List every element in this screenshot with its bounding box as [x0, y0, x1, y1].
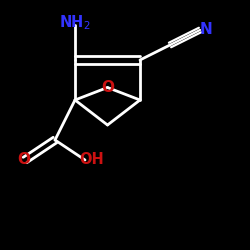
Text: O: O: [101, 80, 114, 95]
Text: N: N: [200, 22, 213, 38]
Text: O: O: [17, 152, 30, 168]
Text: OH: OH: [79, 152, 104, 168]
Text: NH$_2$: NH$_2$: [59, 13, 91, 32]
